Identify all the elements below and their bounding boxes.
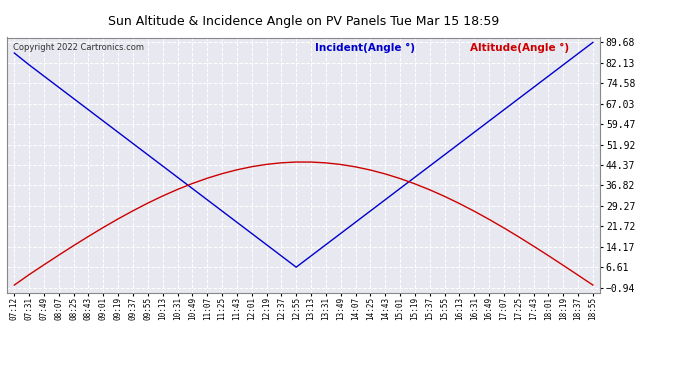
Text: Incident(Angle °): Incident(Angle °) <box>315 43 415 52</box>
Text: Sun Altitude & Incidence Angle on PV Panels Tue Mar 15 18:59: Sun Altitude & Incidence Angle on PV Pan… <box>108 15 500 28</box>
Text: Altitude(Angle °): Altitude(Angle °) <box>470 43 569 52</box>
Text: Copyright 2022 Cartronics.com: Copyright 2022 Cartronics.com <box>13 43 144 52</box>
